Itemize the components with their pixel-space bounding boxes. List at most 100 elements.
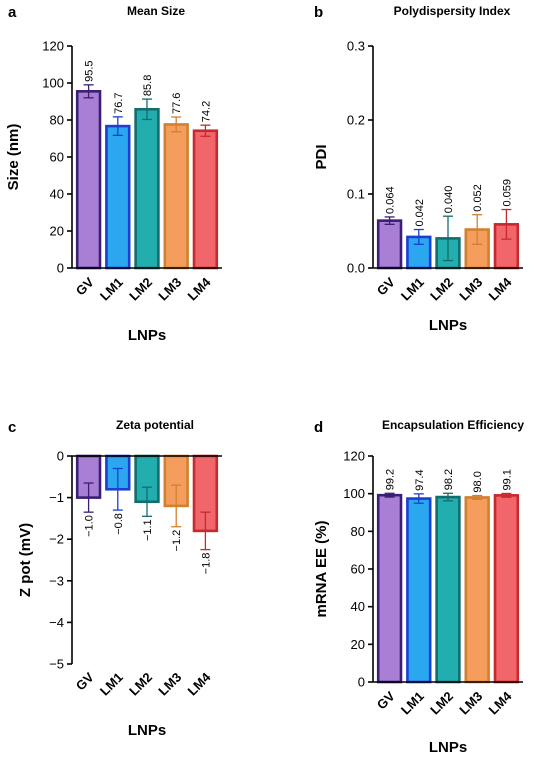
y-tick-label: −1 <box>49 490 64 505</box>
y-tick-label: 100 <box>42 76 64 91</box>
category-label: LM2 <box>126 275 155 304</box>
panel-d: d Encapsulation Efficiency 99.2 97.4 98.2 98.… <box>313 418 524 756</box>
y-tick-label: 0 <box>57 261 64 276</box>
panel-a: a Mean Size 95.5 76.7 85.8 77.6 74.2 0 20 40 60 80 1… <box>5 4 222 344</box>
category-label: LM4 <box>185 669 215 699</box>
error-bar-lm1 <box>413 493 424 504</box>
data-label: 0.059 <box>501 179 513 207</box>
y-axis-label: PDI <box>313 144 330 169</box>
data-label: 0.040 <box>443 186 455 214</box>
bar-lm4 <box>493 494 520 684</box>
y-tick-label: 40 <box>50 187 64 202</box>
category-label: LM1 <box>97 275 126 304</box>
x-axis-label: LNPs <box>429 317 467 334</box>
y-tick-label: 120 <box>42 39 64 54</box>
y-tick-label: 60 <box>50 150 64 165</box>
category-label: GV <box>73 669 97 693</box>
error-bar-lm3 <box>171 484 182 528</box>
y-tick-label: −2 <box>49 532 64 547</box>
y-tick-label: −5 <box>49 657 64 672</box>
panel-c: c Zeta potential −1.0 −0.8 −1.1 −1.2 −1.8 0 −1 −2… <box>8 418 222 739</box>
data-label: 99.2 <box>385 469 397 490</box>
y-tick-label: 0.1 <box>347 187 365 202</box>
y-tick-label: 20 <box>351 637 365 652</box>
data-label: −1.1 <box>142 519 154 541</box>
category-label: LM1 <box>97 670 126 699</box>
panel-letter: c <box>8 419 16 436</box>
category-label: GV <box>374 688 398 712</box>
bar-lm1 <box>406 497 432 684</box>
y-axis-label: mRNA EE (%) <box>313 521 330 618</box>
error-bar-gv <box>384 492 395 498</box>
y-tick-label: 80 <box>50 113 64 128</box>
category-label: LM3 <box>155 275 184 304</box>
panel-b: b Polydispersity Index 0.064 0.042 0.040 0.05… <box>313 4 523 334</box>
error-bar-lm2 <box>142 486 152 517</box>
error-bar-lm3 <box>472 214 483 245</box>
data-label: 0.042 <box>414 199 426 227</box>
panel-letter: a <box>8 4 17 21</box>
category-label: LM2 <box>427 689 456 718</box>
data-label: 98.0 <box>472 471 484 492</box>
bar-lm4 <box>192 129 219 270</box>
y-tick-label: 60 <box>351 562 365 577</box>
category-label: LM1 <box>398 689 427 718</box>
y-tick-label: 20 <box>50 224 64 239</box>
y-tick-label: −3 <box>49 573 64 588</box>
error-bar-lm1 <box>112 116 123 137</box>
data-label: −1.8 <box>200 553 212 575</box>
y-tick-label: −4 <box>49 615 64 630</box>
error-bar-lm4 <box>501 492 512 498</box>
category-label: GV <box>73 274 97 298</box>
x-axis-label: LNPs <box>128 327 166 344</box>
data-label: 98.2 <box>443 469 455 490</box>
category-label: LM3 <box>456 689 485 718</box>
y-tick-label: 0 <box>57 449 64 464</box>
category-label: GV <box>374 274 398 298</box>
chart-title: Mean Size <box>127 4 185 18</box>
data-label: 97.4 <box>414 469 426 490</box>
data-label: 77.6 <box>171 93 183 114</box>
bar-gv <box>75 90 102 270</box>
y-tick-label: 80 <box>351 524 365 539</box>
data-label: 85.8 <box>142 75 154 96</box>
category-label: LM2 <box>427 275 456 304</box>
category-label: LM4 <box>486 688 516 718</box>
bar-lm1 <box>105 124 131 270</box>
y-tick-label: 100 <box>343 486 365 501</box>
error-bar-lm2 <box>142 98 152 121</box>
y-tick-label: 0 <box>358 675 365 690</box>
y-tick-label: 0.2 <box>347 113 365 128</box>
category-label: LM2 <box>126 670 155 699</box>
chart-title: Encapsulation Efficiency <box>382 418 524 432</box>
error-bar-lm4 <box>501 208 512 240</box>
error-bar-gv <box>384 216 395 225</box>
data-label: −0.8 <box>113 513 125 535</box>
error-bar-lm2 <box>443 215 453 262</box>
error-bar-gv <box>83 84 94 99</box>
category-label: LM3 <box>155 670 184 699</box>
category-label: LM3 <box>456 275 485 304</box>
bar-lm2 <box>134 107 160 270</box>
error-bar-gv <box>83 482 94 513</box>
error-bar-lm1 <box>413 228 424 245</box>
y-tick-label: 120 <box>343 449 365 464</box>
y-tick-label: 0.0 <box>347 261 365 276</box>
error-bar-lm1 <box>112 467 123 511</box>
x-axis-label: LNPs <box>429 739 467 756</box>
bar-lm3 <box>464 496 490 684</box>
data-label: 0.064 <box>385 186 397 214</box>
category-label: LM4 <box>185 274 215 304</box>
error-bar-lm2 <box>443 492 453 502</box>
data-label: 76.7 <box>113 92 125 113</box>
data-label: 95.5 <box>84 60 96 81</box>
y-axis-label: Size (nm) <box>5 124 22 191</box>
y-tick-label: 0.3 <box>347 39 365 54</box>
x-axis-label: LNPs <box>128 722 166 739</box>
bar-gv <box>376 493 403 684</box>
data-label: −1.0 <box>84 515 96 537</box>
y-axis-label: Z pot (mV) <box>17 523 34 597</box>
panel-letter: d <box>314 419 323 436</box>
y-tick-label: 40 <box>351 599 365 614</box>
